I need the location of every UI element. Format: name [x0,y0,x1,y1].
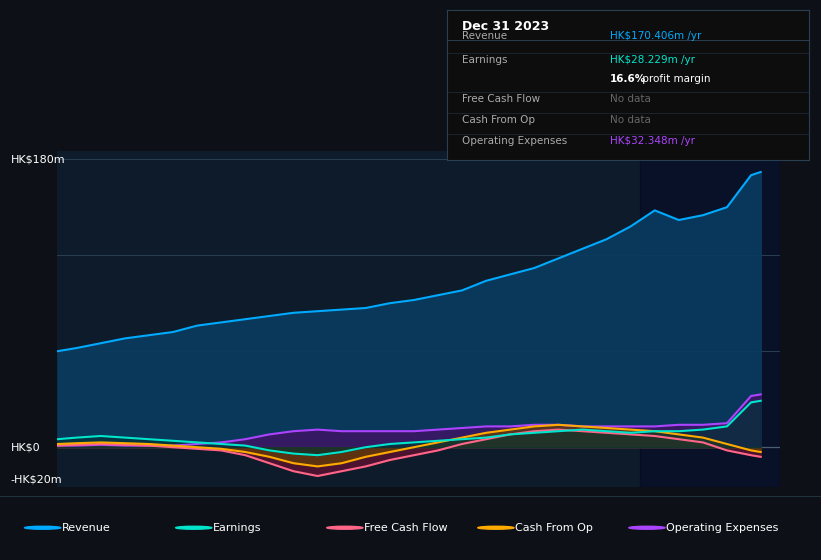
Text: Dec 31 2023: Dec 31 2023 [462,20,549,33]
Text: Cash From Op: Cash From Op [515,522,593,533]
Circle shape [629,526,665,529]
Text: HK$28.229m /yr: HK$28.229m /yr [610,54,695,64]
Text: Operating Expenses: Operating Expenses [462,136,567,146]
Circle shape [478,526,514,529]
Circle shape [327,526,363,529]
Text: HK$170.406m /yr: HK$170.406m /yr [610,31,701,40]
Text: Revenue: Revenue [62,522,110,533]
Text: Free Cash Flow: Free Cash Flow [462,94,540,104]
Circle shape [176,526,212,529]
Text: Free Cash Flow: Free Cash Flow [364,522,447,533]
Text: No data: No data [610,94,651,104]
Text: -HK$20m: -HK$20m [11,474,62,484]
Text: Earnings: Earnings [213,522,261,533]
Bar [640,151,780,487]
Text: Operating Expenses: Operating Expenses [666,522,778,533]
Circle shape [25,526,61,529]
Text: Revenue: Revenue [462,31,507,40]
Text: Earnings: Earnings [462,54,507,64]
Text: No data: No data [610,115,651,124]
Text: HK$180m: HK$180m [11,154,65,164]
Text: HK$32.348m /yr: HK$32.348m /yr [610,136,695,146]
Text: HK$0: HK$0 [11,442,40,452]
Text: Cash From Op: Cash From Op [462,115,535,124]
Text: 16.6%: 16.6% [610,74,646,84]
Text: profit margin: profit margin [639,74,710,84]
